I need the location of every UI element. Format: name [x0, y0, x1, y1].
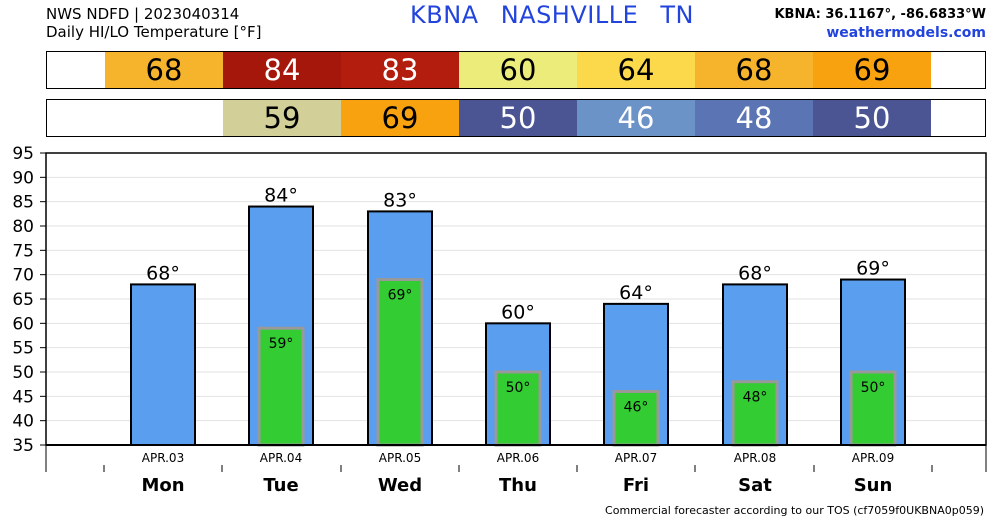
lo-cell-tue: 59: [223, 100, 341, 136]
hi-cell-sat: 68: [695, 52, 813, 88]
high-bar-mon: [130, 283, 196, 446]
y-tick-label: 50: [12, 363, 34, 383]
y-tick-label: 45: [12, 387, 34, 407]
date-label: APR.07: [615, 451, 657, 465]
low-value-label: 46°: [624, 399, 649, 415]
low-bar-fri: [612, 389, 660, 447]
date-label: APR.05: [379, 451, 421, 465]
low-value-label: 50°: [506, 380, 531, 396]
y-tick-label: 60: [12, 314, 34, 334]
product-line: NWS NDFD | 2023040314: [46, 5, 240, 23]
hi-cell-tue: 84: [223, 52, 341, 88]
site-link[interactable]: weathermodels.com: [826, 25, 986, 41]
hi-cell-mon: 68: [105, 52, 223, 88]
y-tick-label: 65: [12, 290, 34, 310]
y-tick-label: 85: [12, 193, 34, 213]
high-value-label: 68°: [738, 262, 772, 284]
station-title: KBNA NASHVILLE TN: [410, 1, 694, 29]
high-value-label: 69°: [856, 258, 890, 280]
y-tick-label: 95: [12, 144, 34, 164]
low-value-label: 59°: [269, 336, 294, 352]
date-label: APR.03: [142, 451, 184, 465]
low-temp-strip: 59 69 50 46 48 50: [46, 99, 986, 137]
hi-cell-wed: 83: [341, 52, 459, 88]
station-coordinates: KBNA: 36.1167°, -86.6833°W: [774, 7, 986, 22]
day-label: Mon: [141, 475, 184, 496]
chart-subtitle: Daily HI/LO Temperature [°F]: [46, 23, 262, 41]
high-value-label: 60°: [501, 301, 535, 323]
day-label: Sat: [738, 475, 772, 496]
day-label: Wed: [378, 475, 422, 496]
day-label: Thu: [499, 475, 537, 496]
high-value-label: 68°: [146, 262, 180, 284]
y-tick-label: 80: [12, 217, 34, 237]
day-label: Fri: [623, 475, 649, 496]
lo-cell-fri: 46: [577, 100, 695, 136]
lo-cell-mon: [105, 100, 223, 136]
low-value-label: 69°: [388, 288, 413, 304]
y-tick-label: 75: [12, 241, 34, 261]
high-value-label: 64°: [619, 282, 653, 304]
lo-cell-sun: 50: [813, 100, 931, 136]
hi-cell-sun: 69: [813, 52, 931, 88]
footer-note: Commercial forecaster according to our T…: [605, 504, 984, 517]
date-label: APR.04: [260, 451, 302, 465]
lo-cell-thu: 50: [459, 100, 577, 136]
high-value-label: 84°: [264, 185, 298, 207]
low-bar-sat: [731, 380, 779, 447]
hi-cell-fri: 64: [577, 52, 695, 88]
y-tick-label: 40: [12, 412, 34, 432]
date-label: APR.09: [852, 451, 894, 465]
low-bar-wed: [376, 278, 424, 447]
high-temp-strip: 68 84 83 60 64 68 69: [46, 51, 986, 89]
lo-cell-sat: 48: [695, 100, 813, 136]
y-tick-label: 90: [12, 168, 34, 188]
date-label: APR.08: [734, 451, 776, 465]
low-value-label: 48°: [743, 390, 768, 406]
hi-cell-thu: 60: [459, 52, 577, 88]
y-tick-label: 70: [12, 266, 34, 286]
y-tick-label: 55: [12, 339, 34, 359]
high-value-label: 83°: [383, 189, 417, 211]
low-value-label: 50°: [861, 380, 886, 396]
day-label: Tue: [263, 475, 298, 496]
day-label: Sun: [854, 475, 893, 496]
lo-cell-wed: 69: [341, 100, 459, 136]
y-tick-label: 35: [12, 436, 34, 456]
date-label: APR.06: [497, 451, 539, 465]
